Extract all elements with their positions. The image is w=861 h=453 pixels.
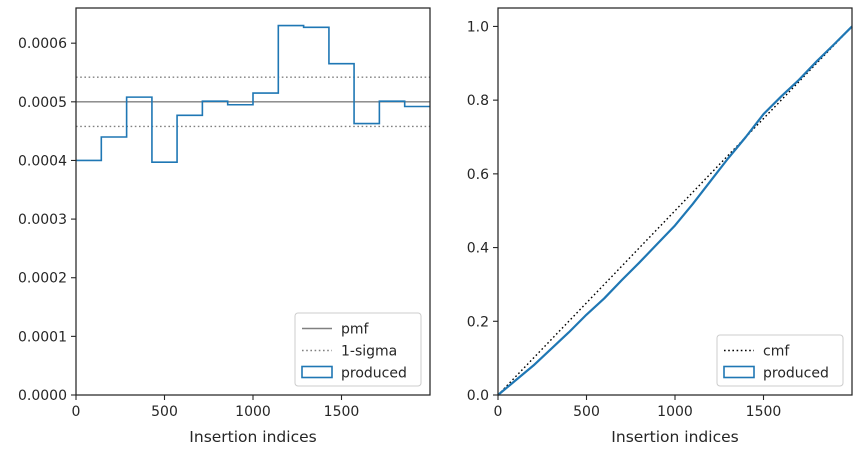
y-tick-label: 0.0004 xyxy=(18,153,67,169)
x-tick-label: 1000 xyxy=(657,404,693,420)
produced-histogram-step xyxy=(76,24,430,164)
legend-label: cmf xyxy=(763,344,790,360)
cumulative-panel: 0 500 1000 1500 0.0 0.2 0.4 0.6 0.8 1.0 Insertion… xyxy=(467,7,853,446)
cumulative-legend: cmf produced xyxy=(716,334,844,387)
x-tick-label: 0 xyxy=(494,404,503,420)
legend-label: produced xyxy=(341,366,407,382)
legend-label: pmf xyxy=(341,322,370,338)
y-tick-label: 1.0 xyxy=(467,19,489,35)
cmf-line xyxy=(497,25,853,396)
produced-cumulative-line xyxy=(497,25,853,396)
legend-label: 1-sigma xyxy=(341,344,397,360)
histogram-legend: pmf 1-sigma produced xyxy=(294,312,422,387)
y-tick-label: 0.0002 xyxy=(18,271,67,287)
x-tick-label: 0 xyxy=(72,404,81,420)
x-tick-label: 500 xyxy=(573,404,600,420)
legend-label: produced xyxy=(763,366,829,382)
legend-swatch xyxy=(301,365,333,379)
y-tick-label: 0.0003 xyxy=(18,212,67,228)
legend-box xyxy=(716,334,844,387)
legend-box xyxy=(294,312,422,387)
y-tick-label: 0.0 xyxy=(467,388,489,404)
histogram-panel: 0 500 1000 1500 0.0000 0.0001 0.0002 0.0003 0.00… xyxy=(18,7,431,446)
y-tick-label: 0.0006 xyxy=(18,36,67,52)
x-tick-label: 500 xyxy=(151,404,178,420)
y-tick-label: 0.8 xyxy=(467,93,489,109)
cumulative-x-axis-label: Insertion indices xyxy=(611,428,738,446)
y-tick-label: 0.6 xyxy=(467,167,489,183)
legend-swatch xyxy=(723,365,755,379)
y-tick-label: 0.4 xyxy=(467,241,489,257)
x-tick-label: 1500 xyxy=(746,404,782,420)
histogram-x-axis-label: Insertion indices xyxy=(189,428,316,446)
y-tick-label: 0.0005 xyxy=(18,95,67,111)
x-tick-label: 1500 xyxy=(324,404,360,420)
x-tick-label: 1000 xyxy=(235,404,271,420)
y-tick-label: 0.0000 xyxy=(18,388,67,404)
y-tick-label: 0.0001 xyxy=(18,329,67,345)
y-tick-label: 0.2 xyxy=(467,314,489,330)
